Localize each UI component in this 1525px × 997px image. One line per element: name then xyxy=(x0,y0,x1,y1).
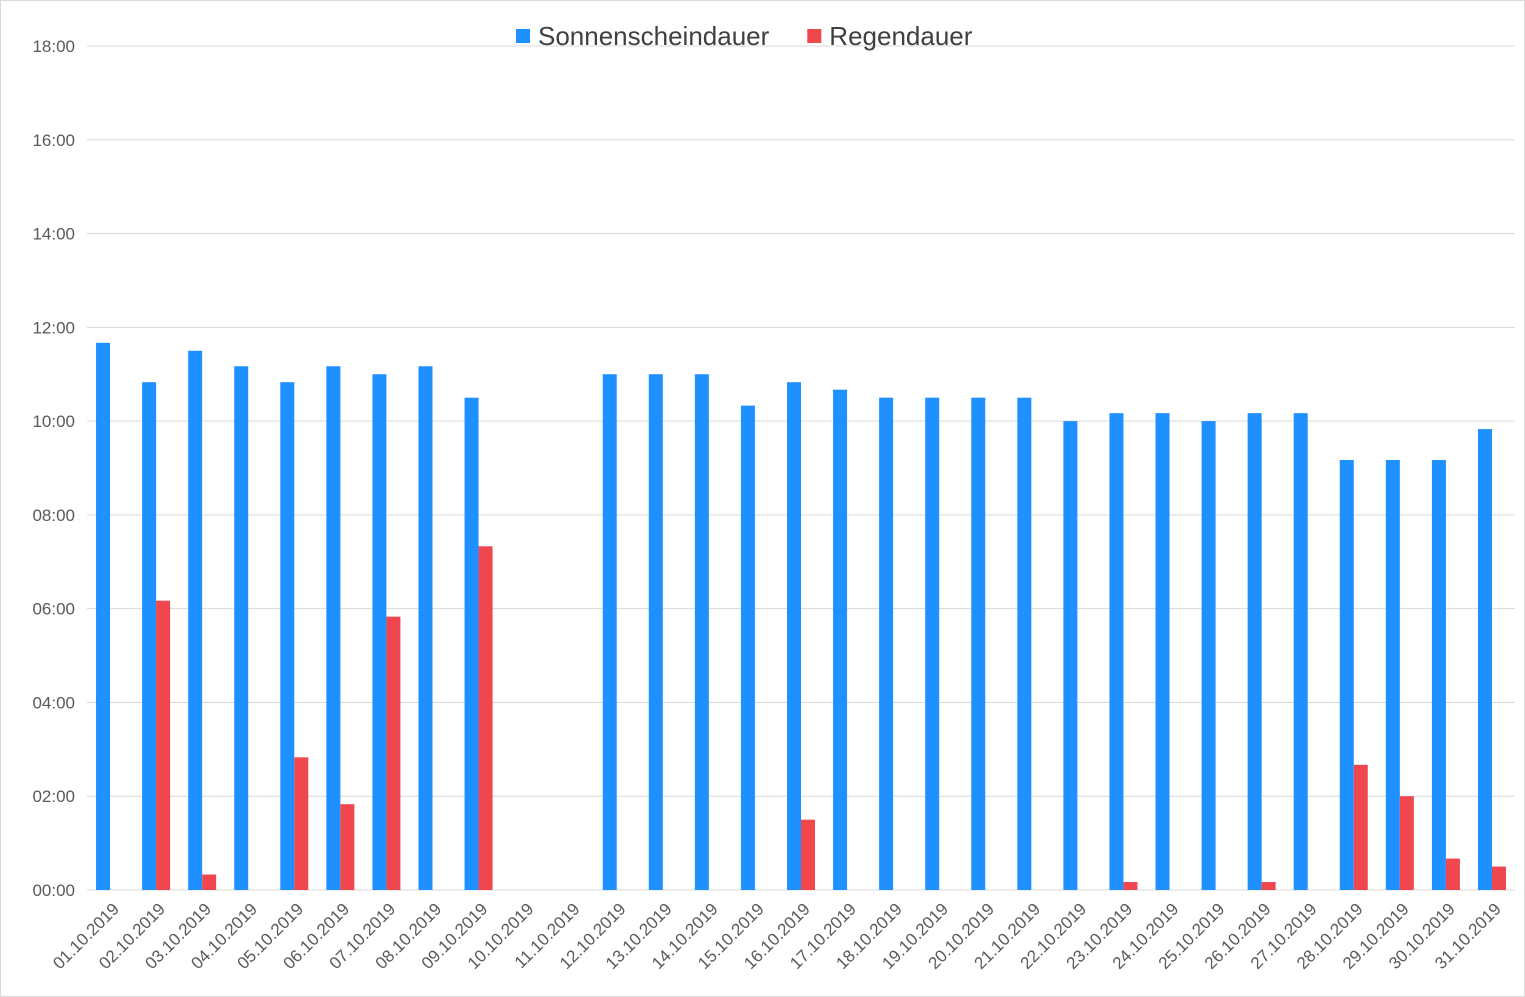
y-tick-label: 18:00 xyxy=(32,37,75,56)
bar xyxy=(1017,397,1032,890)
y-tick-label: 00:00 xyxy=(32,881,75,900)
x-axis-category-labels: 01.10.201902.10.201903.10.201904.10.2019… xyxy=(49,899,1505,973)
series-0 xyxy=(96,342,1492,891)
legend-label: Regendauer xyxy=(829,21,972,51)
y-tick-label: 02:00 xyxy=(32,787,75,806)
bar xyxy=(1123,882,1138,890)
bar xyxy=(1353,764,1368,890)
y-tick-label: 16:00 xyxy=(32,131,75,150)
bar xyxy=(694,374,709,890)
legend-swatch xyxy=(807,29,822,43)
bar xyxy=(478,546,493,890)
bar xyxy=(1385,460,1400,890)
bar xyxy=(1339,460,1354,890)
bar xyxy=(1491,866,1506,890)
bar xyxy=(372,374,387,890)
bars xyxy=(96,342,1506,891)
bar xyxy=(1477,429,1492,890)
bar xyxy=(971,397,986,890)
bar xyxy=(740,405,755,890)
bar xyxy=(1261,882,1276,890)
bar xyxy=(602,374,617,890)
bar xyxy=(879,397,894,890)
bar xyxy=(1445,858,1460,890)
y-tick-label: 06:00 xyxy=(32,600,75,619)
bar xyxy=(340,804,355,890)
bar xyxy=(925,397,940,890)
bar xyxy=(326,366,341,890)
bar xyxy=(1247,413,1262,890)
bar xyxy=(1201,421,1216,890)
y-tick-label: 10:00 xyxy=(32,412,75,431)
bar xyxy=(1155,413,1170,890)
bar xyxy=(188,350,203,890)
legend-swatch xyxy=(516,29,530,43)
bar xyxy=(156,600,171,890)
bar xyxy=(96,342,111,891)
y-tick-label: 12:00 xyxy=(32,318,75,337)
bar xyxy=(280,382,295,890)
bar xyxy=(294,757,309,890)
bar xyxy=(1109,413,1124,890)
bar xyxy=(801,819,815,890)
bar xyxy=(418,366,433,890)
bar xyxy=(142,382,157,890)
bar xyxy=(386,616,401,890)
bar xyxy=(1063,421,1078,890)
bar xyxy=(787,382,801,890)
legend-label: Sonnenscheindauer xyxy=(538,21,770,51)
legend: Sonnenscheindauer Regendauer xyxy=(516,21,973,51)
bar xyxy=(648,374,663,890)
y-tick-label: 08:00 xyxy=(32,506,75,525)
bar xyxy=(234,366,249,890)
series-1 xyxy=(156,546,1506,890)
y-axis-tick-labels: 00:00 02:00 04:00 06:00 08:00 10:00 12:00 14:00… xyxy=(32,37,75,900)
y-tick-label: 14:00 xyxy=(32,225,75,244)
bar xyxy=(1293,413,1308,890)
y-tick-label: 04:00 xyxy=(32,693,75,712)
bar xyxy=(1431,460,1446,890)
bar xyxy=(464,397,479,890)
bar xyxy=(833,389,848,890)
bar xyxy=(1399,796,1414,890)
bar xyxy=(202,874,217,890)
